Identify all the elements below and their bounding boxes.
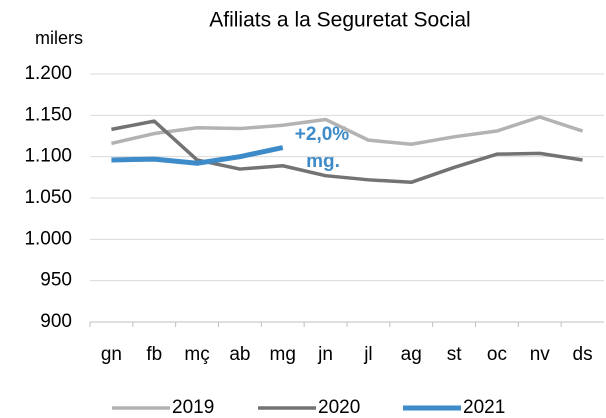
x-tick-label: st <box>447 344 463 365</box>
x-tick-label: ab <box>229 344 250 365</box>
series-line <box>111 145 284 166</box>
y-tick-label: 900 <box>40 311 72 332</box>
annotation: +2,0% <box>295 124 350 145</box>
series-line <box>111 115 584 147</box>
series-line <box>111 119 583 185</box>
x-tick-label: gn <box>101 344 122 365</box>
x-tick-label: mç <box>184 344 209 365</box>
x-tick-label: nv <box>530 344 551 365</box>
annotation: mg. <box>306 151 340 172</box>
y-tick-label: 1.150 <box>24 104 72 125</box>
y-tick-label: 1.200 <box>24 63 72 84</box>
legend-label: 2021 <box>463 397 505 418</box>
x-tick-label: ag <box>401 344 422 365</box>
x-tick-label: mg <box>270 344 296 365</box>
x-tick-label: jn <box>317 344 333 365</box>
x-tick-label: ds <box>573 344 593 365</box>
legend-label: 2019 <box>172 397 214 418</box>
y-tick-label: 950 <box>40 270 72 291</box>
y-tick-label: 1.000 <box>24 228 72 249</box>
unit-label: milers <box>35 28 83 48</box>
y-tick-label: 1.050 <box>24 187 72 208</box>
legend-label: 2020 <box>318 397 360 418</box>
x-tick-label: fb <box>146 344 162 365</box>
x-tick-label: jl <box>363 344 372 365</box>
x-tick-label: oc <box>487 344 507 365</box>
chart-title: Afiliats a la Seguretat Social <box>209 9 470 32</box>
y-tick-label: 1.100 <box>24 146 72 167</box>
